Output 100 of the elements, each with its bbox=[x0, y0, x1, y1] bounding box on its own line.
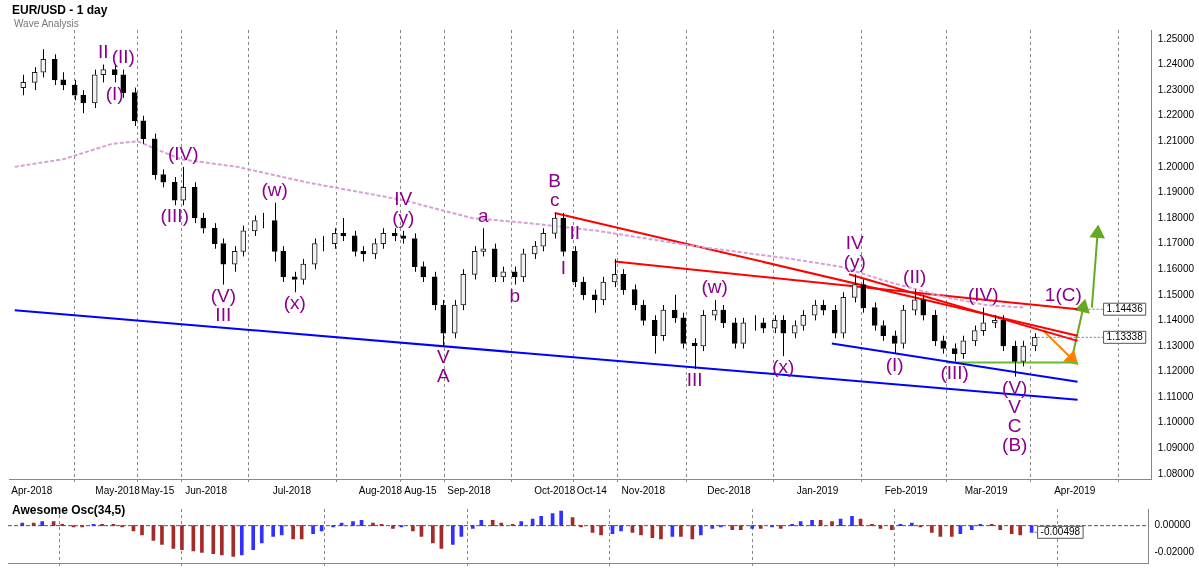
annotation: (y) bbox=[392, 207, 415, 229]
annotation: 1.14436 bbox=[1106, 302, 1144, 314]
candlestick bbox=[351, 230, 358, 257]
candlestick bbox=[600, 276, 607, 306]
candlestick bbox=[831, 304, 838, 339]
bar bbox=[371, 522, 375, 526]
x-tick-label: May-2018 bbox=[95, 484, 141, 496]
bar bbox=[730, 525, 735, 530]
x-tick-label: May-15 bbox=[140, 484, 175, 496]
candlestick bbox=[811, 299, 818, 321]
bar bbox=[40, 521, 45, 526]
y-tick-label: 1.13000 bbox=[1157, 339, 1195, 351]
bar bbox=[200, 525, 204, 553]
candlestick bbox=[291, 271, 298, 293]
x-tick-label: Sep-2018 bbox=[447, 484, 492, 496]
bar bbox=[251, 525, 256, 550]
candlestick bbox=[631, 284, 638, 311]
bar bbox=[559, 510, 563, 526]
candlestick bbox=[300, 258, 307, 286]
candlestick bbox=[100, 64, 107, 83]
y-tick-label: 1.23000 bbox=[1157, 83, 1195, 95]
candlestick bbox=[731, 317, 738, 350]
candlestick bbox=[720, 304, 727, 329]
annotation: (I) bbox=[885, 353, 904, 375]
candlestick bbox=[80, 89, 87, 114]
bar bbox=[431, 525, 435, 544]
bar bbox=[239, 525, 244, 556]
candlestick bbox=[31, 66, 38, 91]
candlestick bbox=[531, 240, 538, 260]
y-tick-label: 1.11000 bbox=[1157, 390, 1194, 402]
candlestick bbox=[911, 289, 918, 316]
annotation: 1.13338 bbox=[1106, 331, 1144, 343]
bar bbox=[279, 525, 284, 536]
bar bbox=[1018, 525, 1023, 536]
bar bbox=[778, 525, 783, 529]
x-tick-label: Nov-2018 bbox=[621, 484, 666, 496]
y-tick-label: 1.20000 bbox=[1157, 160, 1195, 172]
candlestick bbox=[451, 299, 458, 339]
bar bbox=[180, 525, 184, 550]
candlestick bbox=[671, 294, 678, 324]
annotation: (x) bbox=[772, 356, 795, 378]
candlestick bbox=[460, 268, 467, 311]
candlestick bbox=[920, 294, 927, 321]
candlestick bbox=[411, 232, 418, 273]
bar bbox=[490, 520, 495, 526]
bar bbox=[299, 525, 304, 540]
y-tick-label: 1.25000 bbox=[1157, 32, 1195, 44]
candlestick bbox=[540, 227, 547, 252]
annotation: -0.00498 bbox=[1040, 526, 1081, 538]
candlestick bbox=[420, 261, 427, 283]
candlestick bbox=[931, 309, 938, 347]
bar bbox=[679, 525, 683, 537]
annotation: I bbox=[560, 256, 566, 278]
candlestick bbox=[131, 87, 138, 127]
x-tick-label: Apr-2018 bbox=[11, 484, 53, 496]
candlestick bbox=[440, 299, 447, 347]
bar bbox=[599, 525, 603, 536]
x-tick-label: Oct-2018 bbox=[534, 484, 576, 496]
annotation: (III) bbox=[940, 361, 969, 383]
candlestick bbox=[380, 227, 387, 250]
annotation: C bbox=[1007, 414, 1022, 436]
bar bbox=[830, 521, 834, 526]
annotation: 1(C) bbox=[1044, 284, 1082, 306]
bar bbox=[220, 525, 224, 556]
bar bbox=[949, 525, 954, 537]
y-tick-label: 1.21000 bbox=[1157, 135, 1195, 147]
bar bbox=[351, 521, 355, 526]
candlestick bbox=[231, 245, 238, 273]
y-tick-label: 1.15000 bbox=[1157, 288, 1195, 300]
candlestick bbox=[800, 309, 807, 332]
annotation: (y) bbox=[843, 250, 866, 272]
bar bbox=[910, 522, 914, 526]
candlestick bbox=[791, 319, 798, 339]
x-tick-label: Aug-2018 bbox=[358, 484, 403, 496]
candlestick bbox=[500, 266, 507, 283]
y-tick-label: 1.14000 bbox=[1157, 314, 1195, 326]
candlestick bbox=[580, 276, 587, 301]
candlestick bbox=[400, 230, 407, 245]
candlestick bbox=[1020, 340, 1027, 367]
y-tick-label: -0.02000 bbox=[1154, 546, 1195, 558]
candlestick bbox=[480, 227, 487, 257]
bar bbox=[758, 525, 763, 529]
y-tick-label: 1.24000 bbox=[1157, 58, 1195, 70]
annotation: (V) bbox=[210, 284, 236, 306]
x-tick-label: Dec-2018 bbox=[707, 484, 752, 496]
candlestick bbox=[520, 248, 527, 283]
annotation: b bbox=[509, 284, 520, 306]
bar bbox=[291, 525, 295, 540]
annotation: (IV) bbox=[167, 143, 199, 165]
bar bbox=[271, 525, 275, 537]
candlestick bbox=[280, 245, 287, 283]
candlestick bbox=[871, 301, 878, 332]
y-tick-label: 1.19000 bbox=[1157, 186, 1195, 198]
bar bbox=[479, 520, 484, 526]
annotation: A bbox=[436, 365, 450, 387]
chart-subtitle: Wave Analysis bbox=[14, 18, 79, 29]
bar bbox=[211, 525, 216, 554]
candlestick bbox=[660, 304, 667, 342]
candlestick bbox=[191, 181, 198, 224]
bar bbox=[878, 525, 883, 529]
